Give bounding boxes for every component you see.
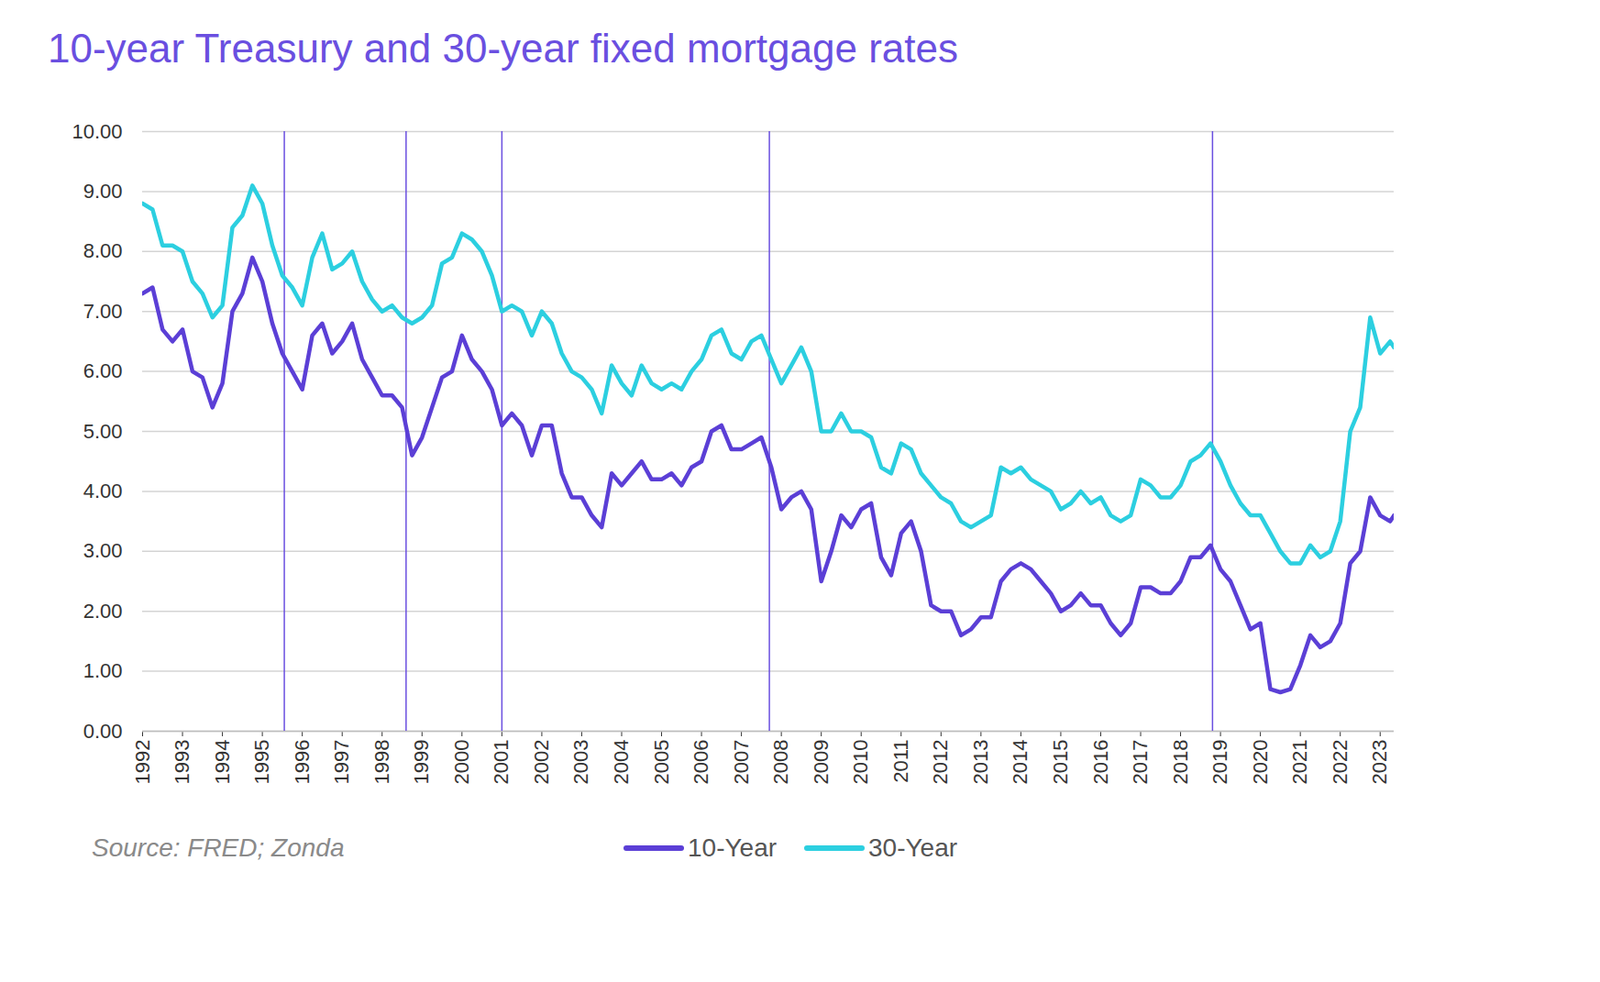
svg-text:0.00: 0.00: [83, 719, 123, 743]
svg-text:8.00: 8.00: [83, 239, 123, 263]
svg-text:2009: 2009: [809, 739, 833, 785]
svg-text:5.00: 5.00: [83, 419, 123, 443]
svg-text:2012: 2012: [928, 739, 952, 785]
svg-text:2002: 2002: [529, 739, 553, 785]
svg-text:2001: 2001: [489, 739, 513, 785]
svg-text:2014: 2014: [1008, 739, 1032, 785]
svg-text:7.00: 7.00: [83, 299, 123, 323]
svg-text:2005: 2005: [650, 739, 674, 785]
html-text:10-Year: 10-Year: [687, 833, 777, 862]
svg-text:4.00: 4.00: [83, 479, 123, 503]
svg-text:2021: 2021: [1288, 739, 1312, 785]
svg-text:2000: 2000: [450, 739, 474, 785]
svg-text:2019: 2019: [1208, 739, 1232, 785]
svg-text:1996: 1996: [290, 739, 314, 785]
svg-text:10.00: 10.00: [71, 120, 122, 144]
svg-text:2004: 2004: [609, 739, 633, 785]
svg-text:2010: 2010: [849, 739, 872, 785]
svg-text:2007: 2007: [729, 739, 753, 785]
svg-text:2016: 2016: [1089, 739, 1113, 785]
svg-text:2.00: 2.00: [83, 599, 123, 623]
svg-text:2011: 2011: [889, 739, 913, 784]
svg-text:2020: 2020: [1248, 739, 1272, 785]
html-text:Source: FRED; Zonda: Source: FRED; Zonda: [91, 833, 345, 862]
svg-text:1998: 1998: [370, 739, 394, 785]
svg-text:1999: 1999: [409, 739, 433, 785]
svg-text:1995: 1995: [250, 739, 274, 785]
svg-text:1997: 1997: [330, 739, 354, 785]
svg-text:2006: 2006: [689, 739, 713, 785]
svg-text:9.00: 9.00: [83, 179, 123, 203]
svg-text:2023: 2023: [1368, 739, 1391, 785]
svg-text:1994: 1994: [210, 739, 234, 785]
svg-text:1992: 1992: [131, 739, 155, 785]
html-text:10-year Treasury and 30-year f: 10-year Treasury and 30-year fixed mortg…: [47, 25, 959, 71]
html-text:30-Year: 30-Year: [868, 833, 958, 862]
svg-text:2003: 2003: [569, 739, 593, 785]
svg-text:2015: 2015: [1048, 739, 1072, 785]
svg-text:2008: 2008: [769, 739, 793, 785]
svg-text:1993: 1993: [170, 739, 194, 785]
svg-text:2013: 2013: [969, 739, 993, 785]
svg-text:3.00: 3.00: [83, 539, 123, 563]
svg-text:2022: 2022: [1328, 739, 1352, 785]
svg-text:2017: 2017: [1128, 739, 1152, 785]
svg-text:1.00: 1.00: [83, 659, 123, 683]
svg-text:2018: 2018: [1169, 739, 1192, 785]
svg-text:6.00: 6.00: [83, 359, 123, 383]
